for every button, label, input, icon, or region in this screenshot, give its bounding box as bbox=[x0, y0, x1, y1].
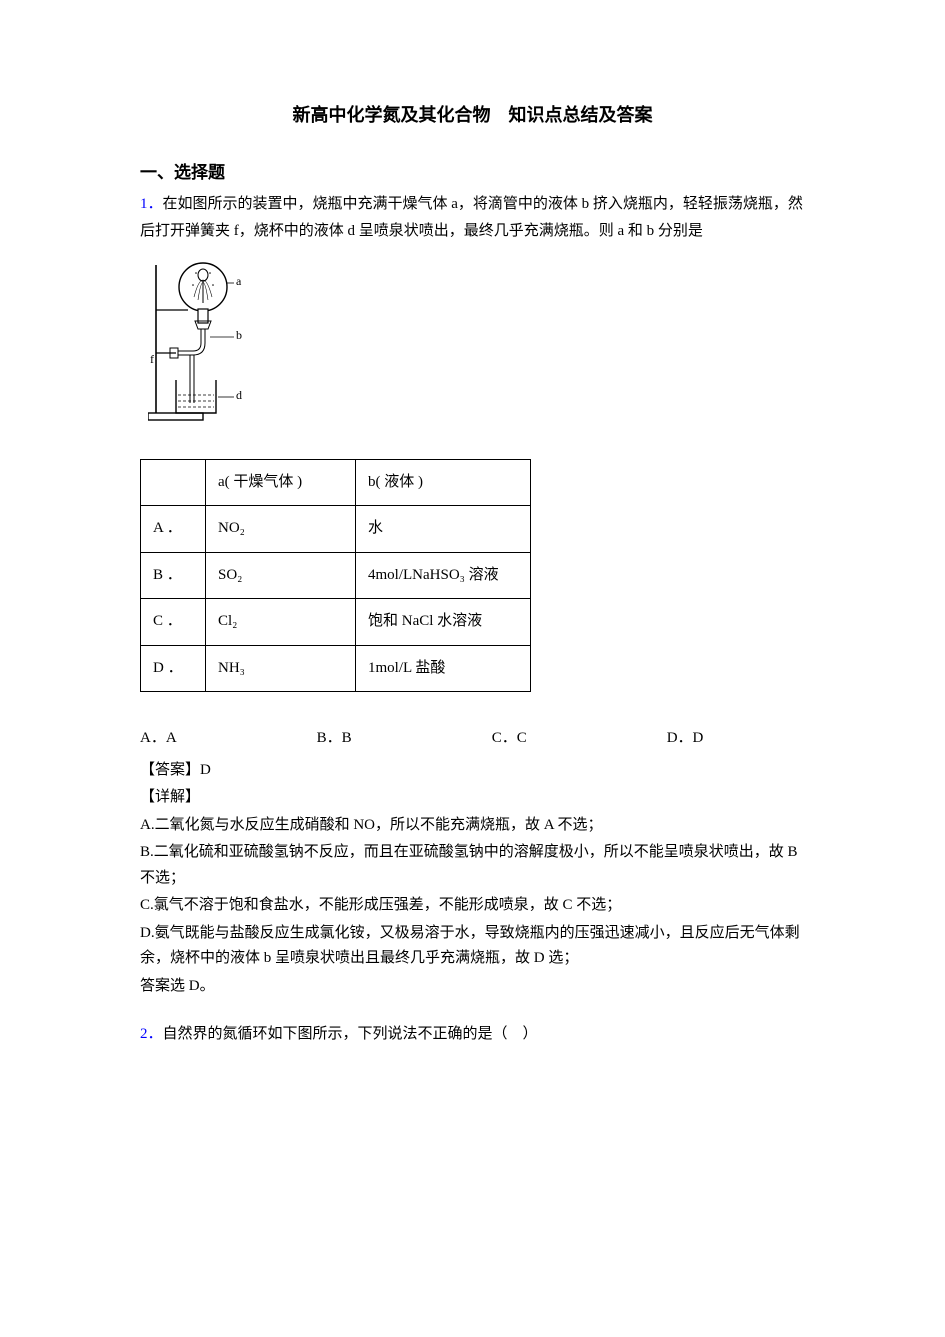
explain-label: 【详解】 bbox=[140, 785, 805, 811]
table-cell: 4mol/LNaHSO₃ 溶液 bbox=[356, 552, 531, 599]
q1-number: 1． bbox=[140, 196, 163, 212]
option-d: D．D bbox=[667, 726, 704, 752]
page-title: 新高中化学氮及其化合物 知识点总结及答案 bbox=[140, 100, 805, 131]
table-cell: SO₂ bbox=[206, 552, 356, 599]
table-cell: 水 bbox=[356, 506, 531, 553]
explain-d: D.氨气既能与盐酸反应生成氯化铵，又极易溶于水，导致烧瓶内的压强迅速减小，且反应… bbox=[140, 921, 805, 972]
table-cell: NO₂ bbox=[206, 506, 356, 553]
answer-label: 【答案】D bbox=[140, 758, 805, 784]
table-row: D ． NH₃ 1mol/L 盐酸 bbox=[141, 645, 531, 692]
explain-c: C.氯气不溶于饱和食盐水，不能形成压强差，不能形成喷泉，故 C 不选； bbox=[140, 893, 805, 919]
label-a: a bbox=[236, 274, 242, 288]
table-row: a( 干燥气体 ) b( 液体 ) bbox=[141, 459, 531, 506]
label-f: f bbox=[150, 352, 154, 366]
table-header: a( 干燥气体 ) bbox=[206, 459, 356, 506]
table-cell: 1mol/L 盐酸 bbox=[356, 645, 531, 692]
apparatus-diagram: a b f d bbox=[148, 255, 268, 425]
options-table: a( 干燥气体 ) b( 液体 ) A ． NO₂ 水 B ． SO₂ 4mol… bbox=[140, 459, 531, 693]
option-b: B．B bbox=[317, 726, 352, 752]
table-cell: 饱和 NaCl 水溶液 bbox=[356, 599, 531, 646]
table-cell: NH₃ bbox=[206, 645, 356, 692]
explain-final: 答案选 D。 bbox=[140, 974, 805, 1000]
table-cell: C ． bbox=[141, 599, 206, 646]
table-cell: D ． bbox=[141, 645, 206, 692]
table-cell: Cl₂ bbox=[206, 599, 356, 646]
table-row: C ． Cl₂ 饱和 NaCl 水溶液 bbox=[141, 599, 531, 646]
table-header bbox=[141, 459, 206, 506]
q2-number: 2． bbox=[140, 1026, 163, 1042]
table-header: b( 液体 ) bbox=[356, 459, 531, 506]
explain-a: A.二氧化氮与水反应生成硝酸和 NO，所以不能充满烧瓶，故 A 不选； bbox=[140, 813, 805, 839]
inline-options: A．A B．B C．C D．D bbox=[140, 726, 805, 752]
question-1: 1．在如图所示的装置中，烧瓶中充满干燥气体 a，将滴管中的液体 b 挤入烧瓶内，… bbox=[140, 191, 805, 245]
table-cell: B ． bbox=[141, 552, 206, 599]
table-cell: A ． bbox=[141, 506, 206, 553]
label-b: b bbox=[236, 328, 242, 342]
explain-b: B.二氧化硫和亚硫酸氢钠不反应，而且在亚硫酸氢钠中的溶解度极小，所以不能呈喷泉状… bbox=[140, 840, 805, 891]
option-a: A．A bbox=[140, 726, 177, 752]
section-heading: 一、选择题 bbox=[140, 159, 805, 188]
table-row: A ． NO₂ 水 bbox=[141, 506, 531, 553]
question-2: 2．自然界的氮循环如下图所示，下列说法不正确的是（ ） bbox=[140, 1021, 805, 1048]
label-d: d bbox=[236, 388, 242, 402]
q2-text: 自然界的氮循环如下图所示，下列说法不正确的是（ ） bbox=[163, 1026, 538, 1042]
option-c: C．C bbox=[492, 726, 527, 752]
table-row: B ． SO₂ 4mol/LNaHSO₃ 溶液 bbox=[141, 552, 531, 599]
q1-text: 在如图所示的装置中，烧瓶中充满干燥气体 a，将滴管中的液体 b 挤入烧瓶内，轻轻… bbox=[140, 196, 803, 239]
